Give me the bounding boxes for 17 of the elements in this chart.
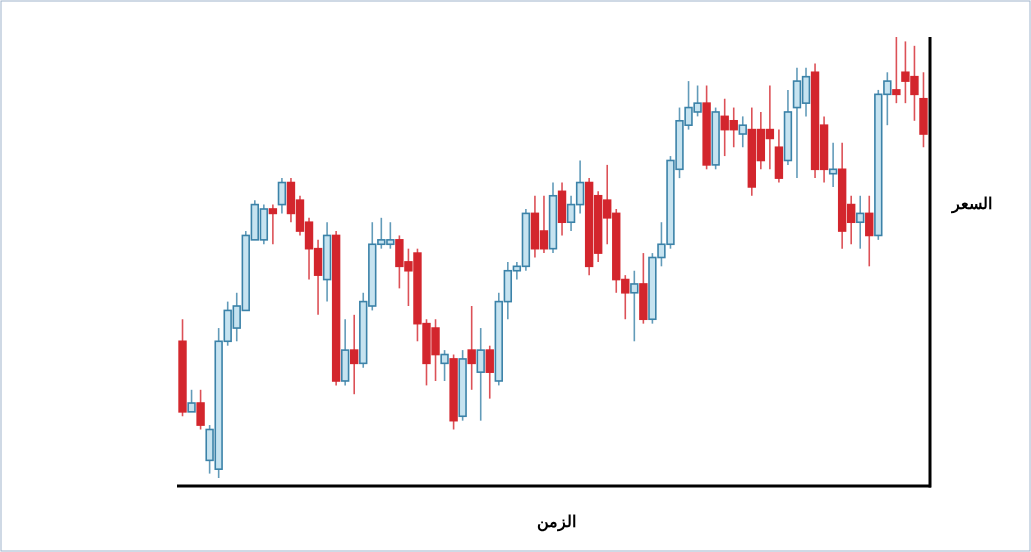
candlestick	[350, 314, 359, 396]
y-axis-title: السعر	[951, 195, 992, 214]
candlestick	[856, 194, 865, 250]
candlestick	[865, 194, 874, 268]
candlestick	[892, 36, 901, 104]
candlestick	[630, 269, 639, 343]
candlestick	[828, 142, 838, 188]
candlestick	[277, 177, 287, 215]
x-axis-title: الزمن	[536, 513, 576, 532]
candlestick	[196, 389, 205, 431]
candlestick	[485, 344, 494, 400]
candlestick	[440, 349, 449, 382]
candlestick	[467, 305, 476, 391]
candlestick	[738, 115, 747, 149]
candlestick	[187, 389, 196, 413]
candlestick	[268, 203, 278, 246]
candlestick	[476, 327, 485, 422]
